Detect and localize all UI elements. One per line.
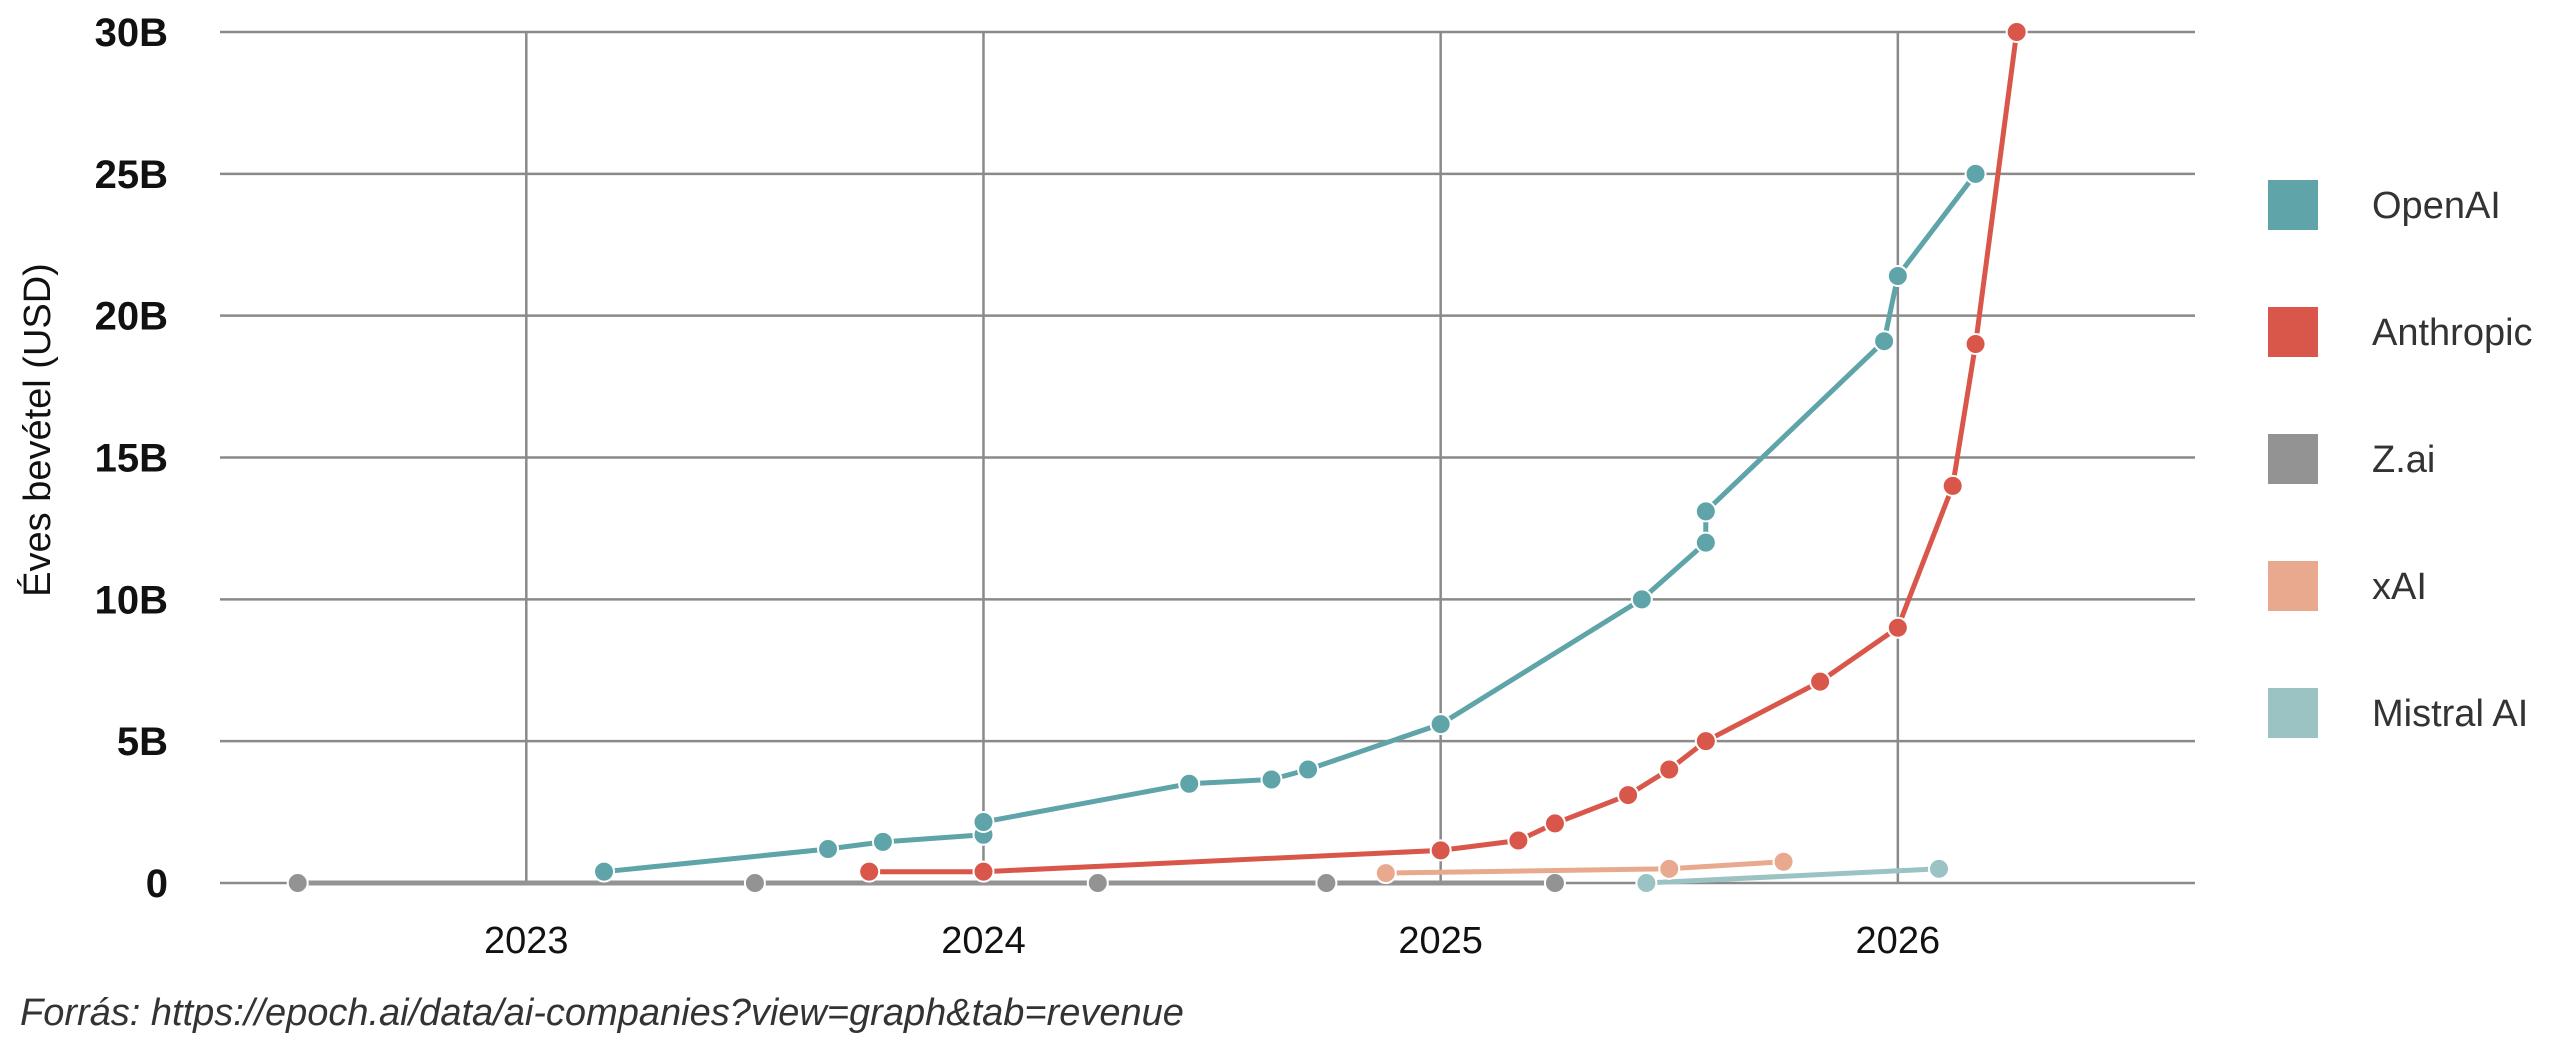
y-tick-label: 10B xyxy=(95,578,168,622)
series-z-ai xyxy=(286,872,1566,894)
data-point-openai xyxy=(817,837,840,860)
data-point-openai xyxy=(1694,531,1717,554)
data-point-openai xyxy=(1873,330,1896,353)
data-point-mistral-ai xyxy=(1927,857,1950,880)
data-point-openai xyxy=(972,811,995,834)
data-point-openai xyxy=(1178,772,1201,795)
data-point-openai xyxy=(1964,162,1987,185)
data-point-z-ai xyxy=(1543,872,1566,894)
x-tick-label: 2026 xyxy=(1856,920,1941,962)
data-point-anthropic xyxy=(972,860,995,883)
x-tick-label: 2024 xyxy=(941,920,1026,962)
data-point-z-ai xyxy=(1315,872,1338,894)
x-tick-label: 2023 xyxy=(484,920,569,962)
data-point-anthropic xyxy=(1964,333,1987,356)
series-line-openai xyxy=(601,171,1979,875)
data-point-anthropic xyxy=(1694,730,1717,753)
legend-label-mistral-ai: Mistral AI xyxy=(2372,693,2528,735)
data-point-anthropic xyxy=(1658,758,1681,781)
data-point-xai xyxy=(1658,857,1681,880)
data-point-xai xyxy=(1374,862,1397,885)
data-point-anthropic xyxy=(1886,616,1909,639)
series-line-mistral-ai xyxy=(1643,866,1942,886)
data-point-openai xyxy=(593,860,616,883)
data-point-anthropic xyxy=(1941,474,1964,497)
legend-label-xai: xAI xyxy=(2372,566,2427,608)
legend-label-z-ai: Z.ai xyxy=(2372,439,2435,481)
axis-ticks: 0 5B 10B 15B 20B 25B 30B 2023 2024 2025 2026 xyxy=(95,11,1940,962)
legend-label-openai: OpenAI xyxy=(2372,185,2501,227)
data-point-z-ai xyxy=(1086,872,1109,894)
data-point-openai xyxy=(1630,588,1653,611)
legend-swatch-xai xyxy=(2268,561,2318,611)
data-point-openai xyxy=(1886,264,1909,287)
y-tick-label: 0 xyxy=(146,862,168,906)
legend-swatch-anthropic xyxy=(2268,307,2318,357)
series-anthropic xyxy=(858,21,2028,883)
data-point-openai xyxy=(1260,768,1283,791)
y-tick-label: 30B xyxy=(95,11,168,55)
grid xyxy=(220,30,2195,885)
y-tick-label: 15B xyxy=(95,437,168,481)
y-tick-label: 5B xyxy=(117,720,168,764)
series xyxy=(286,21,2028,894)
data-point-z-ai xyxy=(286,872,309,894)
legend-swatch-mistral-ai xyxy=(2268,688,2318,738)
data-point-anthropic xyxy=(1507,829,1530,852)
data-point-anthropic xyxy=(1617,784,1640,807)
data-point-anthropic xyxy=(1543,812,1566,835)
data-point-anthropic xyxy=(1809,670,1832,693)
series-line-xai xyxy=(1383,859,1786,876)
data-point-anthropic xyxy=(1429,839,1452,862)
source-caption: Forrás: https://epoch.ai/data/ai-compani… xyxy=(20,992,1184,1034)
data-point-anthropic xyxy=(858,860,881,883)
y-tick-label: 25B xyxy=(95,153,168,197)
series-openai xyxy=(593,162,1987,883)
y-axis-label: Éves bevétel (USD) xyxy=(16,263,59,597)
series-mistral-ai xyxy=(1635,857,1950,894)
legend: OpenAI Anthropic Z.ai xAI Mistral AI xyxy=(2268,180,2533,738)
data-point-openai xyxy=(1694,500,1717,523)
legend-swatch-openai xyxy=(2268,180,2318,230)
data-point-z-ai xyxy=(743,872,766,894)
data-point-mistral-ai xyxy=(1635,872,1658,894)
series-xai xyxy=(1374,850,1795,885)
y-tick-label: 20B xyxy=(95,295,168,339)
data-point-anthropic xyxy=(2005,21,2028,43)
data-point-openai xyxy=(1297,758,1320,781)
data-point-openai xyxy=(1429,713,1452,736)
data-point-xai xyxy=(1772,850,1795,873)
legend-label-anthropic: Anthropic xyxy=(2372,312,2533,354)
series-line-anthropic xyxy=(866,29,2020,875)
data-point-openai xyxy=(871,830,894,853)
x-tick-label: 2025 xyxy=(1398,920,1483,962)
legend-swatch-z-ai xyxy=(2268,434,2318,484)
